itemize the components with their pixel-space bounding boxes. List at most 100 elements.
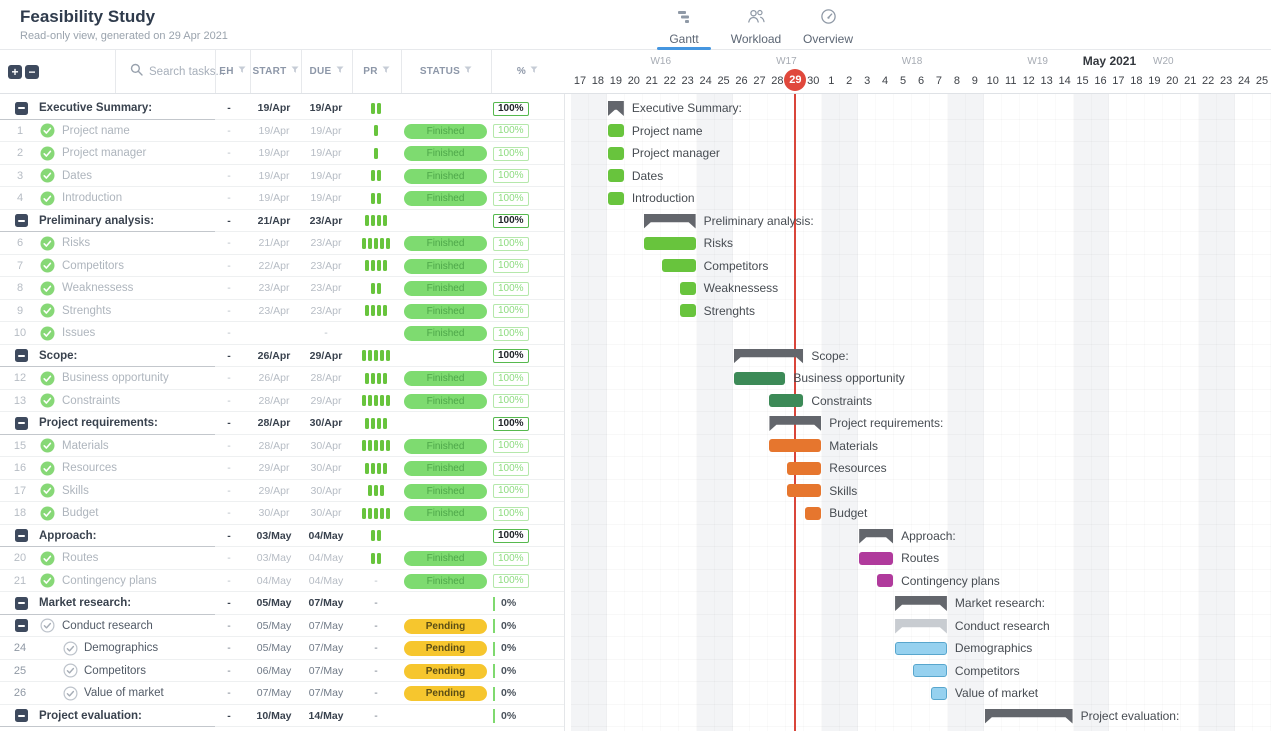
- progress-value: 0%: [501, 709, 517, 722]
- row-number: 17: [13, 484, 27, 497]
- collapse-row-button[interactable]: [15, 349, 28, 362]
- gantt-bar[interactable]: [787, 461, 822, 475]
- gantt-bar[interactable]: [913, 664, 947, 677]
- gantt-bar[interactable]: [607, 146, 624, 160]
- table-row[interactable]: 21 Contingency plans - 04/May 04/May - Finishe…: [0, 570, 564, 592]
- table-row[interactable]: Approach: - 03/May 04/May 100%: [0, 525, 564, 547]
- gantt-bar[interactable]: [607, 191, 624, 205]
- table-row[interactable]: 9 Strenghts - 23/Apr 23/Apr Finished 100%: [0, 300, 564, 322]
- gantt-bar[interactable]: [930, 686, 947, 700]
- collapse-row-button[interactable]: [15, 529, 28, 542]
- search-input[interactable]: [149, 66, 234, 78]
- priority-bar: [371, 305, 375, 317]
- task-name: Value of market: [84, 687, 164, 699]
- gantt-bar[interactable]: [787, 484, 822, 497]
- gantt-bar-label: Strenghts: [703, 303, 756, 318]
- table-row[interactable]: 25 Competitors - 06/May 07/May - Pending 0%: [0, 660, 564, 682]
- priority-bars: [352, 165, 400, 188]
- group-row-underline: [0, 726, 215, 727]
- column-header-pr[interactable]: PR: [352, 50, 401, 93]
- table-row[interactable]: Executive Summary: - 19/Apr 19/Apr 100%: [0, 97, 564, 120]
- gantt-bar[interactable]: [608, 101, 624, 116]
- expand-all-button[interactable]: +: [8, 65, 22, 79]
- gantt-bar[interactable]: [877, 574, 894, 587]
- priority-bar: [371, 417, 375, 429]
- gantt-bar[interactable]: [733, 371, 786, 385]
- collapse-row-button[interactable]: [15, 214, 28, 227]
- gantt-bar[interactable]: [895, 641, 947, 655]
- collapse-row-button[interactable]: [15, 709, 28, 722]
- day-label: 24: [1237, 75, 1251, 87]
- table-row[interactable]: 1 Project name - 19/Apr 19/Apr Finished 100%: [0, 120, 564, 142]
- task-name: Competitors: [84, 664, 146, 677]
- eh-cell: -: [227, 372, 231, 384]
- column-header-pct[interactable]: %: [491, 50, 564, 93]
- gantt-bar[interactable]: [805, 506, 822, 520]
- eh-cell: -: [227, 507, 231, 519]
- table-row[interactable]: 20 Routes - 03/May 04/May Finished 100%: [0, 547, 564, 570]
- collapse-row-button[interactable]: [15, 596, 28, 610]
- priority-bar: [377, 530, 381, 542]
- gantt-bar[interactable]: [859, 551, 894, 565]
- table-row[interactable]: Preliminary analysis: - 21/Apr 23/Apr 100%: [0, 210, 564, 232]
- table-row[interactable]: 15 Materials - 28/Apr 30/Apr Finished 100%: [0, 435, 564, 457]
- collapse-row-button[interactable]: [15, 101, 28, 115]
- tab-overview[interactable]: Overview: [792, 0, 864, 50]
- table-row[interactable]: Scope: - 26/Apr 29/Apr 100%: [0, 345, 564, 367]
- collapse-row-button[interactable]: [15, 416, 28, 430]
- priority-bar: [377, 282, 381, 294]
- gantt-bar[interactable]: [643, 236, 696, 250]
- table-row[interactable]: 8 Weaknessess - 23/Apr 23/Apr Finished 100%: [0, 277, 564, 300]
- task-name: Approach:: [39, 529, 97, 542]
- due-cell: -: [324, 327, 328, 339]
- column-header-status[interactable]: STATUS: [401, 50, 491, 93]
- table-row[interactable]: 2 Project manager - 19/Apr 19/Apr Finished 100…: [0, 142, 564, 165]
- tab-workload[interactable]: Workload: [720, 0, 792, 50]
- table-row[interactable]: 7 Competitors - 22/Apr 23/Apr Finished 100%: [0, 255, 564, 277]
- day-label: 22: [1202, 75, 1215, 87]
- table-row[interactable]: 12 Business opportunity - 26/Apr 28/Apr Finis…: [0, 367, 564, 390]
- table-row[interactable]: 10 Issues - - Finished 100%: [0, 322, 564, 345]
- table-row[interactable]: 26 Value of market - 07/May 07/May - Pending 0%: [0, 682, 564, 705]
- task-name: Weaknessess: [62, 282, 134, 294]
- collapse-all-button[interactable]: −: [25, 65, 39, 79]
- table-row[interactable]: 4 Introduction - 19/Apr 19/Apr Finished 100%: [0, 187, 564, 210]
- table-row[interactable]: 6 Risks - 21/Apr 23/Apr Finished 100%: [0, 232, 564, 255]
- day-label: 19: [609, 75, 622, 87]
- column-header-start[interactable]: START: [250, 50, 301, 93]
- check-done-icon: [40, 371, 55, 391]
- gantt-bar[interactable]: [769, 439, 822, 452]
- task-name: Executive Summary:: [39, 102, 153, 114]
- table-row[interactable]: 18 Budget - 30/Apr 30/Apr Finished 100%: [0, 502, 564, 525]
- tab-gantt[interactable]: Gantt: [648, 0, 720, 50]
- start-cell: 29/Apr: [258, 484, 290, 497]
- gantt-bar[interactable]: [607, 169, 624, 182]
- table-row[interactable]: 13 Constraints - 28/Apr 29/Apr Finished 100%: [0, 390, 564, 412]
- table-row[interactable]: 17 Skills - 29/Apr 30/Apr Finished 100%: [0, 480, 564, 502]
- table-row[interactable]: 24 Demographics - 05/May 07/May - Pending 0%: [0, 637, 564, 660]
- column-header-due[interactable]: DUE: [301, 50, 352, 93]
- progress-badge: 100%: [493, 574, 529, 588]
- gantt-bar[interactable]: [769, 394, 804, 407]
- status-badge: Pending: [404, 618, 487, 634]
- gantt-bar[interactable]: [679, 304, 696, 317]
- table-row[interactable]: 3 Dates - 19/Apr 19/Apr Finished 100%: [0, 165, 564, 188]
- column-header-eh[interactable]: EH: [215, 50, 250, 93]
- table-row[interactable]: Conduct research - 05/May 07/May - Pending 0%: [0, 615, 564, 637]
- collapse-row-button[interactable]: [15, 619, 28, 632]
- start-cell: 28/Apr: [258, 394, 290, 407]
- check-done-icon: [40, 168, 55, 188]
- status-badge: Finished: [404, 258, 487, 274]
- table-row[interactable]: Project evaluation: - 10/May 14/May - 0%: [0, 705, 564, 727]
- day-label: 18: [591, 75, 605, 87]
- priority-bar: [371, 170, 375, 182]
- table-row[interactable]: Market research: - 05/May 07/May - 0%: [0, 592, 564, 615]
- task-name: Skills: [62, 484, 89, 497]
- table-row[interactable]: 16 Resources - 29/Apr 30/Apr Finished 100%: [0, 457, 564, 480]
- gantt-bar[interactable]: [679, 281, 696, 295]
- table-row[interactable]: Project requirements: - 28/Apr 30/Apr 100%: [0, 412, 564, 435]
- chart-row-line: [571, 322, 1271, 345]
- gantt-bar[interactable]: [661, 259, 696, 272]
- gantt-bar[interactable]: [607, 124, 624, 137]
- eh-cell: -: [227, 529, 231, 542]
